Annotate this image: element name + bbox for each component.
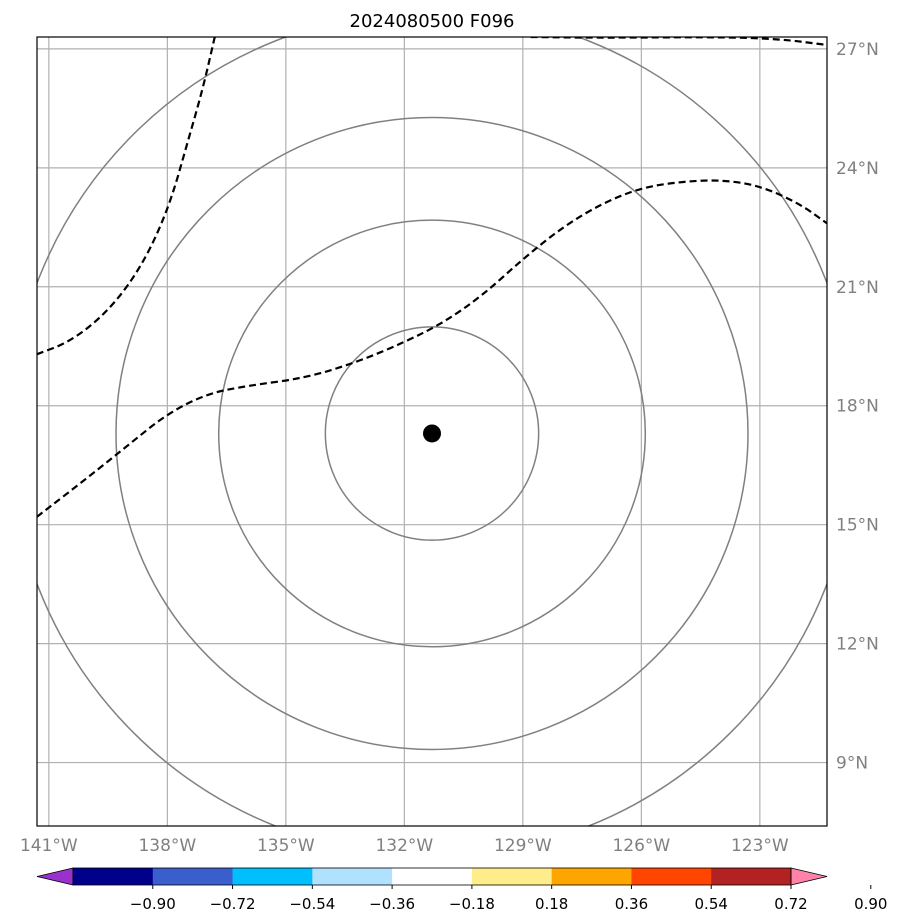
colorbar-tick-label: −0.54 — [289, 895, 335, 913]
colorbar-outline — [72, 867, 792, 886]
colorbar-tick-label: −0.36 — [369, 895, 415, 913]
dashed-contour — [37, 179, 827, 518]
lon-label: 138°W — [138, 836, 196, 856]
lon-label: 135°W — [257, 836, 315, 856]
colorbar-extend-high — [790, 867, 828, 886]
lat-label: 9°N — [836, 754, 868, 774]
lat-label: 15°N — [836, 516, 879, 536]
lon-label: 129°W — [494, 836, 552, 856]
dashed-contours — [37, 37, 827, 518]
colorbar-tick-label: −0.90 — [130, 895, 176, 913]
colorbar-extend-low — [36, 867, 74, 886]
map-frame — [36, 36, 828, 827]
lat-label: 21°N — [836, 278, 879, 298]
range-ring — [217, 219, 647, 648]
colorbar-segment — [551, 868, 632, 885]
lon-label: 141°W — [20, 836, 78, 856]
lat-label: 18°N — [836, 397, 879, 417]
graticule — [37, 37, 827, 826]
lon-label: 126°W — [612, 836, 670, 856]
lat-label: 12°N — [836, 635, 879, 655]
colorbar-tick-label: 0.54 — [695, 895, 728, 913]
storm-center-marker — [423, 424, 441, 443]
longitude-labels: 141°W 138°W 135°W 132°W 129°W 126°W 123°W — [20, 836, 789, 856]
colorbar-segment — [73, 868, 154, 885]
colorbar-segment — [471, 868, 553, 885]
colorbar — [36, 867, 828, 886]
range-ring — [115, 116, 749, 751]
map-title: 2024080500 F096 — [350, 11, 515, 32]
lat-label: 24°N — [836, 159, 879, 179]
range-ring — [324, 326, 540, 541]
lon-label: 132°W — [375, 836, 433, 856]
colorbar-tick-labels: −0.90 −0.72 −0.54 −0.36 −0.18 0.18 0.36 0.54 0.7… — [130, 885, 887, 913]
colorbar-tick-label: 0.72 — [774, 895, 807, 913]
colorbar-tick-label: −0.72 — [210, 895, 256, 913]
dashed-contour — [530, 37, 827, 47]
colorbar-tick-label: 0.36 — [615, 895, 648, 913]
map-panel — [36, 36, 828, 827]
dashed-contour — [37, 37, 216, 356]
latitude-labels: 9°N 12°N 15°N 18°N 21°N 24°N 27°N — [836, 40, 879, 774]
colorbar-segment — [631, 868, 712, 885]
colorbar-segment — [232, 868, 313, 885]
colorbar-segment — [392, 868, 473, 885]
range-rings — [37, 37, 827, 826]
colorbar-tick-label: 0.90 — [854, 895, 887, 913]
colorbar-tick-label: −0.18 — [449, 895, 495, 913]
colorbar-tick-label: 0.18 — [535, 895, 568, 913]
lon-label: 123°W — [731, 836, 789, 856]
colorbar-segment — [152, 868, 234, 885]
lat-label: 27°N — [836, 40, 879, 60]
colorbar-segment — [711, 868, 792, 885]
colorbar-segment — [312, 868, 393, 885]
